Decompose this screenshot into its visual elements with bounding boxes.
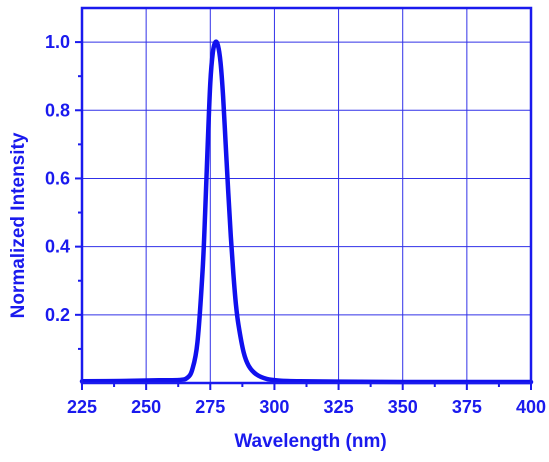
x-tick-labels: 225 250 275 300 325 350 375 400: [67, 397, 546, 417]
y-tick-label: 0.8: [45, 100, 70, 120]
y-tick-label: 1.0: [45, 32, 70, 52]
x-tick-label: 225: [67, 397, 97, 417]
y-tick-label: 0.6: [45, 168, 70, 188]
x-tick-label: 375: [452, 397, 482, 417]
grid-lines: [82, 8, 531, 383]
y-tick-label: 0.2: [45, 305, 70, 325]
x-tick-label: 275: [195, 397, 225, 417]
y-tick-label: 0.4: [45, 237, 70, 257]
axis-ticks: [75, 41, 532, 390]
x-tick-label: 250: [131, 397, 161, 417]
x-tick-label: 325: [324, 397, 354, 417]
x-tick-label: 300: [259, 397, 289, 417]
y-axis-title: Normalized Intensity: [8, 132, 29, 318]
plot-frame: [80, 6, 533, 385]
series-group: [79, 39, 534, 385]
x-tick-label: 400: [516, 397, 546, 417]
x-axis-title: Wavelength (nm): [234, 431, 386, 452]
y-tick-labels: 0.2 0.4 0.6 0.8 1.0: [45, 32, 70, 325]
x-tick-label: 350: [388, 397, 418, 417]
series-line: [79, 39, 534, 385]
